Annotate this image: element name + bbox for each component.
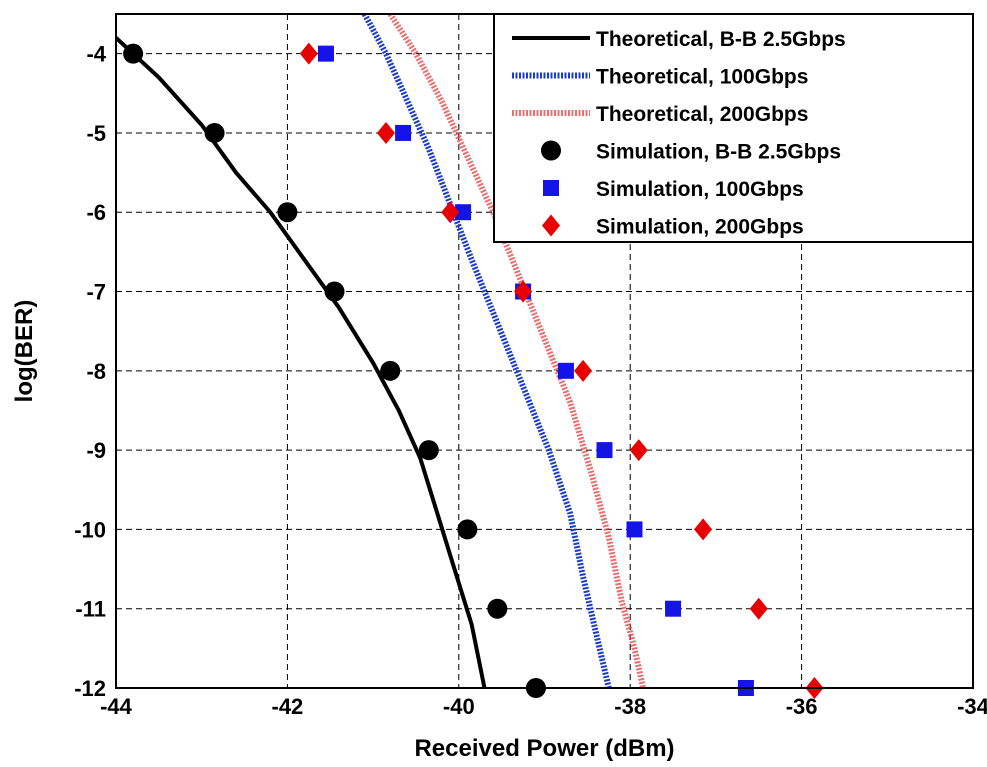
x-tick-label: -36: [786, 694, 818, 719]
legend-label-simulation-200gbps: Simulation, 200Gbps: [596, 216, 804, 239]
x-tick-label: -38: [614, 694, 646, 719]
legend-swatch-simulation-200gbps: [542, 214, 560, 237]
legend-label-theoretical-200gbps: Theoretical, 200Gbps: [596, 103, 808, 126]
y-tick-label: -7: [86, 280, 106, 305]
simulation-200gbps-point: [376, 121, 395, 144]
x-tick-label: -44: [100, 694, 133, 719]
x-tick-label: -42: [272, 694, 304, 719]
simulation-200gbps-point: [514, 280, 533, 303]
simulation-b-b-2-5gbps-point: [204, 122, 225, 143]
legend-label-simulation-b-b-2-5gbps: Simulation, B-B 2.5Gbps: [596, 141, 841, 164]
legend-box: [493, 13, 974, 243]
simulation-b-b-2-5gbps-point: [324, 281, 345, 302]
legend-label-theoretical-b-b-2-5gbps: Theoretical, B-B 2.5Gbps: [596, 28, 846, 51]
simulation-200gbps-point: [694, 518, 713, 541]
y-tick-label: -11: [75, 597, 106, 622]
simulation-b-b-2-5gbps-point: [380, 360, 401, 381]
simulation-100gbps-point: [455, 204, 472, 221]
simulation-200gbps-point: [299, 42, 318, 65]
y-tick-label: -6: [86, 200, 106, 225]
legend-label-simulation-100gbps: Simulation, 100Gbps: [596, 178, 804, 201]
legend-label-theoretical-100gbps: Theoretical, 100Gbps: [596, 66, 808, 89]
theoretical-100gbps-line: [361, 14, 612, 688]
simulation-b-b-2-5gbps-point: [457, 519, 478, 540]
simulation-100gbps-point: [626, 521, 643, 538]
x-tick-label: -34: [957, 694, 987, 719]
simulation-200gbps-point: [574, 359, 593, 382]
y-axis-title: log(BER): [11, 300, 38, 403]
simulation-100gbps-point: [665, 600, 682, 617]
y-tick-label: -4: [86, 42, 106, 67]
simulation-100gbps-point: [596, 442, 613, 459]
simulation-b-b-2-5gbps-point: [487, 598, 508, 619]
y-tick-label: -5: [86, 121, 106, 146]
y-tick-label: -8: [86, 359, 106, 384]
y-tick-labels: -4 -5 -6 -7 -8 -9 -10 -11 -12: [74, 42, 107, 701]
simulation-100gbps-point: [317, 45, 334, 62]
legend: Theoretical, B-B 2.5Gbps Theoretical, 100…: [493, 13, 974, 243]
legend-swatch-simulation-100gbps: [543, 180, 559, 196]
simulation-200gbps-point: [441, 201, 460, 224]
theoretical-b-b-2-5gbps-line: [116, 36, 487, 688]
y-tick-label: -10: [74, 517, 106, 542]
simulation-b-b-2-5gbps-point: [277, 202, 298, 223]
y-tick-label: -9: [86, 438, 106, 463]
simulation-200gbps-point: [629, 439, 648, 462]
simulation-b-b-2-5gbps-point: [123, 43, 144, 64]
x-tick-labels: -44 -42 -40 -38 -36 -34: [100, 694, 987, 719]
legend-swatch-simulation-b-b-2-5gbps: [541, 140, 561, 161]
simulation-100gbps-point: [395, 124, 412, 141]
y-tick-label: -12: [74, 676, 106, 701]
theoretical-200gbps-line: [387, 14, 647, 688]
x-tick-label: -40: [443, 694, 475, 719]
simulation-200gbps-point: [749, 597, 768, 620]
simulation-b-b-2-5gbps-point: [418, 440, 439, 461]
x-axis-title: Received Power (dBm): [414, 735, 674, 762]
series-markers: [123, 42, 824, 699]
simulation-100gbps-point: [557, 362, 574, 379]
